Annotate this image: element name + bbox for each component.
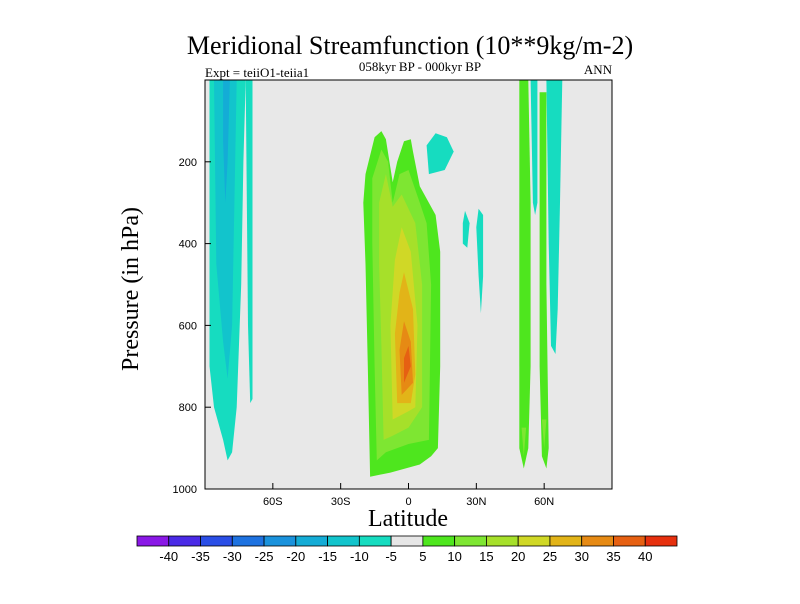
colorbar-box xyxy=(358,535,392,547)
colorbar-box xyxy=(422,535,456,547)
left-subtitle: Expt = teiiO1-teiia1 xyxy=(205,65,309,80)
chart-title: Meridional Streamfunction (10**9kg/m-2) xyxy=(187,31,633,60)
colorbar-box xyxy=(517,535,551,547)
colorbar-box xyxy=(549,535,583,547)
x-tick-label: 60N xyxy=(534,496,554,508)
colorbar-box xyxy=(200,535,233,547)
colorbar-box xyxy=(613,535,646,547)
colorbar-label: -35 xyxy=(191,549,210,564)
colorbar-box xyxy=(136,535,170,547)
contour-region-sh-negative-cell-core xyxy=(223,80,230,203)
colorbar-box xyxy=(486,535,519,547)
colorbar-label: -20 xyxy=(286,549,305,564)
contour-region-sh-negative-strip xyxy=(245,80,253,404)
colorbar-label: -15 xyxy=(318,549,337,564)
colorbar-box xyxy=(263,535,297,547)
x-tick-label: 30S xyxy=(331,496,351,508)
x-axis-ticks: 60S 30S 0 30N 60N xyxy=(263,483,554,508)
contour-regions xyxy=(209,80,563,477)
colorbar-label: 40 xyxy=(638,549,652,564)
y-tick-label: 400 xyxy=(179,239,197,251)
colorbar-label: 25 xyxy=(543,549,557,564)
contour-region-nh-negative-strip xyxy=(530,80,538,215)
y-tick-label: 1000 xyxy=(173,484,197,496)
colorbar: -40 -35 -30 -25 -20 -15 -10 -5 5 10 15 20 25 30 35 40 xyxy=(136,535,678,564)
x-tick-label: 0 xyxy=(405,496,411,508)
colorbar-label: 10 xyxy=(447,549,461,564)
colorbar-box xyxy=(390,535,424,547)
contour-region-sh-negative-cell-inner xyxy=(214,80,237,379)
y-tick-label: 200 xyxy=(179,157,197,169)
colorbar-box xyxy=(231,535,265,547)
contour-region-small-negative-blob-a xyxy=(426,133,454,175)
colorbar-label: -30 xyxy=(223,549,242,564)
x-tick-label: 60S xyxy=(263,496,283,508)
contour-region-small-negative-sliver-b xyxy=(476,208,484,314)
contour-region-nh-positive-cell-a-inner xyxy=(521,427,527,457)
contour-region-nh-positive-cell-b-inner xyxy=(541,419,547,449)
y-tick-label: 600 xyxy=(179,320,197,332)
colorbar-box xyxy=(644,535,678,547)
colorbar-label: 15 xyxy=(479,549,493,564)
colorbar-box xyxy=(454,535,487,547)
contour-region-nh-positive-cell-b xyxy=(539,92,549,469)
colorbar-label: -5 xyxy=(385,549,397,564)
colorbar-label: -40 xyxy=(159,549,178,564)
colorbar-box xyxy=(295,535,328,547)
colorbar-label: -25 xyxy=(255,549,274,564)
x-tick-label: 30N xyxy=(466,496,486,508)
colorbar-label: 5 xyxy=(419,549,426,564)
y-axis-ticks: 200 400 600 800 1000 xyxy=(173,157,211,496)
colorbar-box xyxy=(168,535,201,547)
center-subtitle: 058kyr BP - 000kyr BP xyxy=(359,59,481,74)
contour-region-small-negative-sliver-a xyxy=(462,210,470,248)
colorbar-box xyxy=(581,535,614,547)
colorbar-label: 35 xyxy=(606,549,620,564)
y-axis-label: Pressure (in hPa) xyxy=(118,207,144,371)
y-tick-label: 800 xyxy=(179,402,197,414)
contour-region-tropical-positive-cell-35 xyxy=(404,345,411,383)
colorbar-label: 20 xyxy=(511,549,525,564)
contour-region-nh-negative-cell-c xyxy=(546,80,563,354)
colorbar-label: 30 xyxy=(574,549,588,564)
right-subtitle: ANN xyxy=(584,62,613,77)
colorbar-box xyxy=(327,535,360,547)
colorbar-label: -10 xyxy=(350,549,369,564)
x-axis-label: Latitude xyxy=(368,506,448,532)
contour-region-nh-positive-cell-a xyxy=(519,80,531,469)
